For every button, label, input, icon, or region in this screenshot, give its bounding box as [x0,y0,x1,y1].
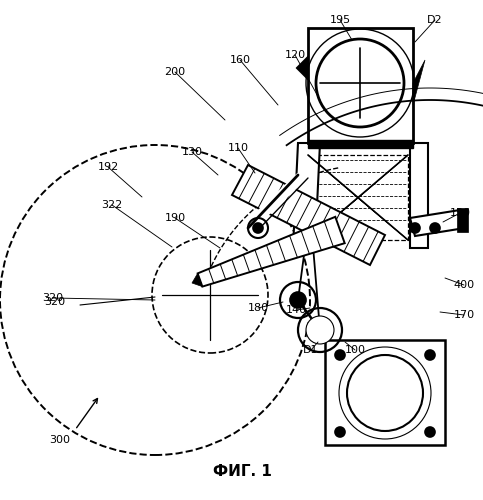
Text: 195: 195 [329,15,351,25]
Circle shape [425,427,435,437]
Text: D1: D1 [303,345,319,355]
Polygon shape [232,165,385,265]
Text: 110: 110 [227,143,248,153]
Circle shape [430,223,440,233]
Polygon shape [457,208,468,232]
Text: 180: 180 [247,303,269,313]
Circle shape [335,427,345,437]
Text: 150: 150 [450,208,470,218]
Circle shape [425,350,435,360]
Text: 100: 100 [344,345,366,355]
Polygon shape [308,155,408,198]
Polygon shape [308,198,408,240]
Circle shape [306,316,334,344]
Text: 322: 322 [101,200,123,210]
Circle shape [410,223,420,233]
Polygon shape [293,143,320,248]
Polygon shape [413,60,425,105]
Polygon shape [198,217,345,286]
Bar [308,28,413,143]
Text: 320: 320 [44,297,66,307]
Text: 400: 400 [454,280,475,290]
Circle shape [335,350,345,360]
Polygon shape [192,274,202,286]
Polygon shape [410,210,465,236]
Text: ФИГ. 1: ФИГ. 1 [213,464,271,479]
Circle shape [290,292,306,308]
Text: 160: 160 [229,55,251,65]
Text: D2: D2 [427,15,443,25]
Text: 300: 300 [49,435,71,445]
Text: 120: 120 [284,50,306,60]
Polygon shape [410,143,428,248]
Text: 200: 200 [164,67,185,77]
Text: 170: 170 [454,310,475,320]
Bar [325,340,445,445]
Bar [308,140,413,148]
Text: 190: 190 [164,213,185,223]
Text: 130: 130 [182,147,202,157]
Text: 320: 320 [43,293,64,303]
Bar [308,155,408,240]
Text: 140: 140 [285,305,307,315]
Polygon shape [296,56,308,80]
Circle shape [253,223,263,233]
Circle shape [310,320,330,340]
Text: 192: 192 [98,162,119,172]
